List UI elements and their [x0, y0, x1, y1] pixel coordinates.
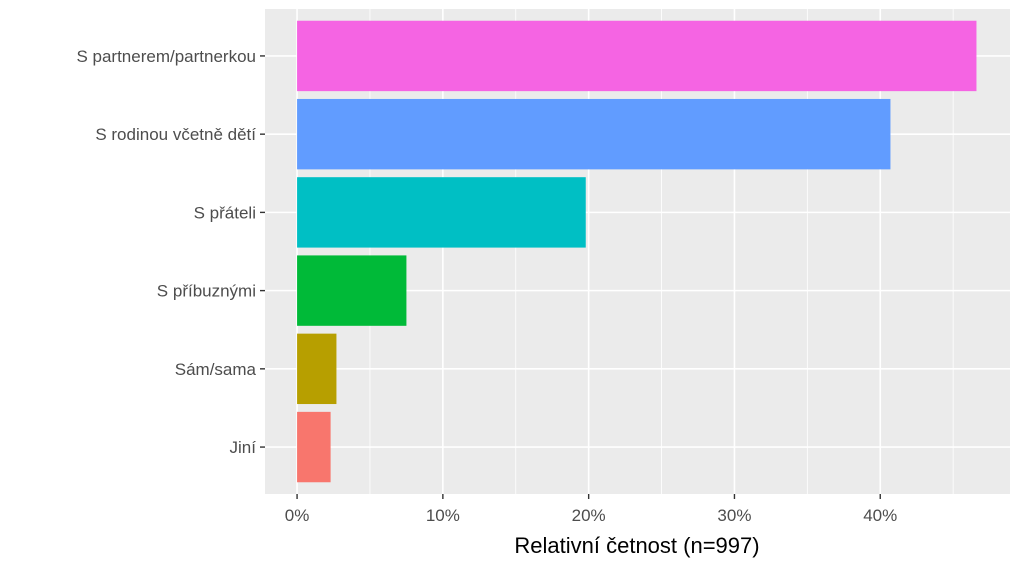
bar — [297, 333, 337, 405]
x-axis-title: Relativní četnost (n=997) — [514, 533, 759, 558]
bar — [297, 98, 891, 170]
y-tick-label: Jiní — [230, 438, 257, 457]
x-tick-label: 20% — [572, 506, 606, 525]
y-axis: S partnerem/partnerkou S rodinou včetně d… — [76, 47, 265, 457]
x-axis: 0% 10% 20% 30% 40% — [285, 494, 897, 525]
y-tick-label: S rodinou včetně dětí — [95, 125, 256, 144]
bars — [297, 20, 977, 483]
y-tick-label: S příbuznými — [157, 282, 256, 301]
y-tick-label: S přáteli — [194, 203, 256, 222]
bar — [297, 411, 331, 483]
x-tick-label: 40% — [863, 506, 897, 525]
bar — [297, 255, 407, 326]
y-tick-label: Sám/sama — [175, 360, 257, 379]
y-tick-label: S partnerem/partnerkou — [76, 47, 256, 66]
x-tick-label: 10% — [426, 506, 460, 525]
x-tick-label: 30% — [717, 506, 751, 525]
bar — [297, 177, 586, 248]
bar — [297, 20, 977, 92]
x-tick-label: 0% — [285, 506, 310, 525]
